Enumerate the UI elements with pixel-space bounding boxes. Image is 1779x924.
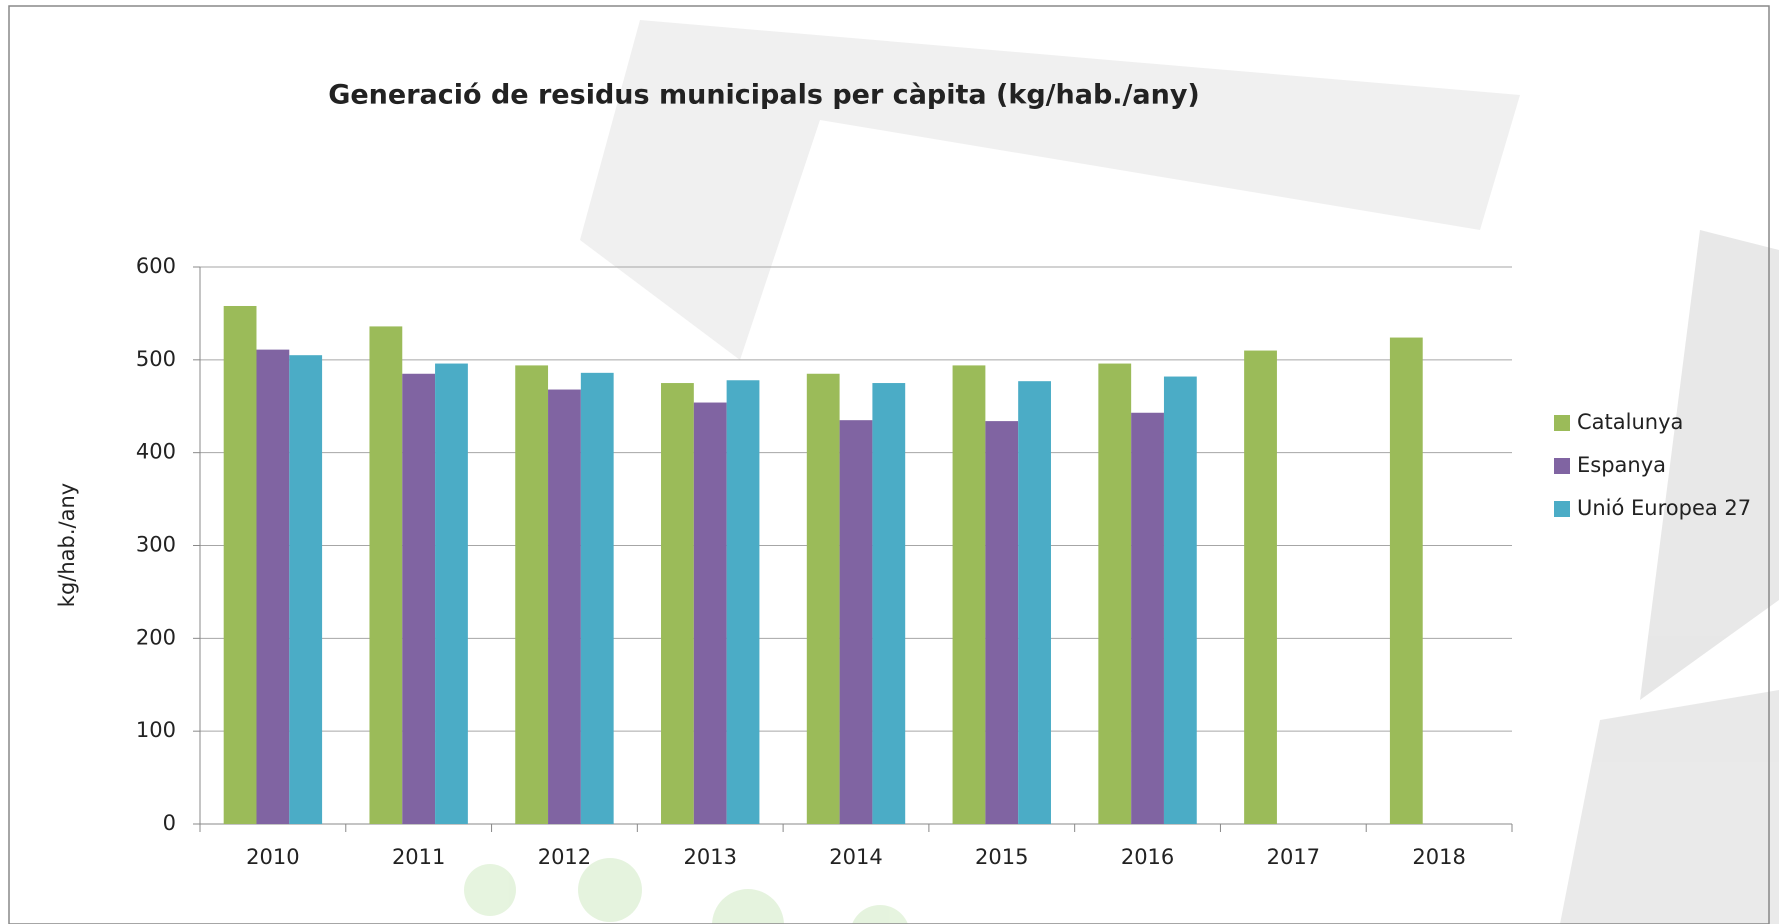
bar xyxy=(256,349,290,824)
bar xyxy=(223,305,257,824)
y-tick-label: 0 xyxy=(163,811,176,835)
legend-label: Unió Europea 27 xyxy=(1577,496,1751,520)
y-tick-label: 200 xyxy=(136,625,176,649)
x-tick-label: 2014 xyxy=(829,845,882,869)
bar xyxy=(1244,350,1277,824)
bar xyxy=(726,380,760,824)
legend-swatch xyxy=(1554,415,1570,431)
bar xyxy=(435,363,468,824)
x-tick-label: 2010 xyxy=(246,845,299,869)
bar xyxy=(985,421,1019,824)
y-axis-label: kg/hab./any xyxy=(55,483,79,607)
bar xyxy=(693,402,727,824)
legend-swatch xyxy=(1554,458,1570,474)
x-tick-label: 2018 xyxy=(1412,845,1465,869)
bar xyxy=(806,373,840,824)
chart-title: Generació de residus municipals per càpi… xyxy=(328,80,1200,111)
chart-frame xyxy=(8,5,1770,924)
bar xyxy=(1018,381,1051,824)
bar xyxy=(515,365,549,824)
x-tick-label: 2012 xyxy=(538,845,591,869)
bar xyxy=(289,355,323,824)
legend-swatch xyxy=(1554,501,1570,517)
x-tick-label: 2017 xyxy=(1267,845,1320,869)
bar xyxy=(952,365,986,824)
x-tick-label: 2016 xyxy=(1121,845,1174,869)
x-tick-label: 2013 xyxy=(683,845,736,869)
y-tick-label: 300 xyxy=(136,533,176,557)
bar xyxy=(1131,412,1164,824)
bar xyxy=(1163,376,1197,824)
x-tick-label: 2015 xyxy=(975,845,1028,869)
bar xyxy=(369,326,403,824)
bar xyxy=(580,372,614,824)
bar xyxy=(872,383,906,824)
bar xyxy=(661,383,694,824)
bar xyxy=(839,420,873,824)
bar xyxy=(548,389,581,824)
bar xyxy=(402,373,436,824)
bar xyxy=(1389,337,1423,824)
bar xyxy=(1098,363,1132,824)
legend-label: Catalunya xyxy=(1577,410,1683,434)
legend-label: Espanya xyxy=(1577,453,1666,477)
y-tick-label: 100 xyxy=(136,718,176,742)
y-tick-label: 500 xyxy=(136,347,176,371)
x-tick-label: 2011 xyxy=(392,845,445,869)
y-tick-label: 400 xyxy=(136,440,176,464)
watermark xyxy=(464,20,1779,924)
y-tick-label: 600 xyxy=(136,254,176,278)
